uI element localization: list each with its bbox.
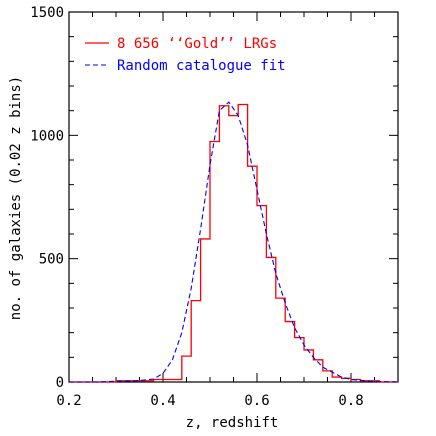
y-tick-label: 1000 xyxy=(30,128,64,144)
y-tick-label: 0 xyxy=(56,375,64,391)
series-random-fit-line xyxy=(69,101,399,383)
y-tick-label: 1500 xyxy=(30,5,64,21)
y-tick-label: 500 xyxy=(39,252,64,268)
x-tick-label: 0.2 xyxy=(56,393,81,409)
x-tick-label: 0.6 xyxy=(244,393,269,409)
legend-label-random-fit: Random catalogue fit xyxy=(117,58,286,74)
legend-label-gold-lrgs: 8 656 ‘‘Gold’’ LRGs xyxy=(117,36,277,52)
x-tick-label: 0.4 xyxy=(150,393,175,409)
legend: 8 656 ‘‘Gold’’ LRGs Random catalogue fit xyxy=(85,36,286,74)
y-axis-label: no. of galaxies (0.02 z bins) xyxy=(8,76,24,320)
series-layer xyxy=(69,101,399,383)
x-axis-ticks: 0.2 0.4 0.6 0.8 xyxy=(56,12,399,409)
series-gold-lrgs-histogram xyxy=(69,103,398,383)
x-tick-label: 0.8 xyxy=(338,393,363,409)
x-axis-label: z, redshift xyxy=(186,415,279,431)
